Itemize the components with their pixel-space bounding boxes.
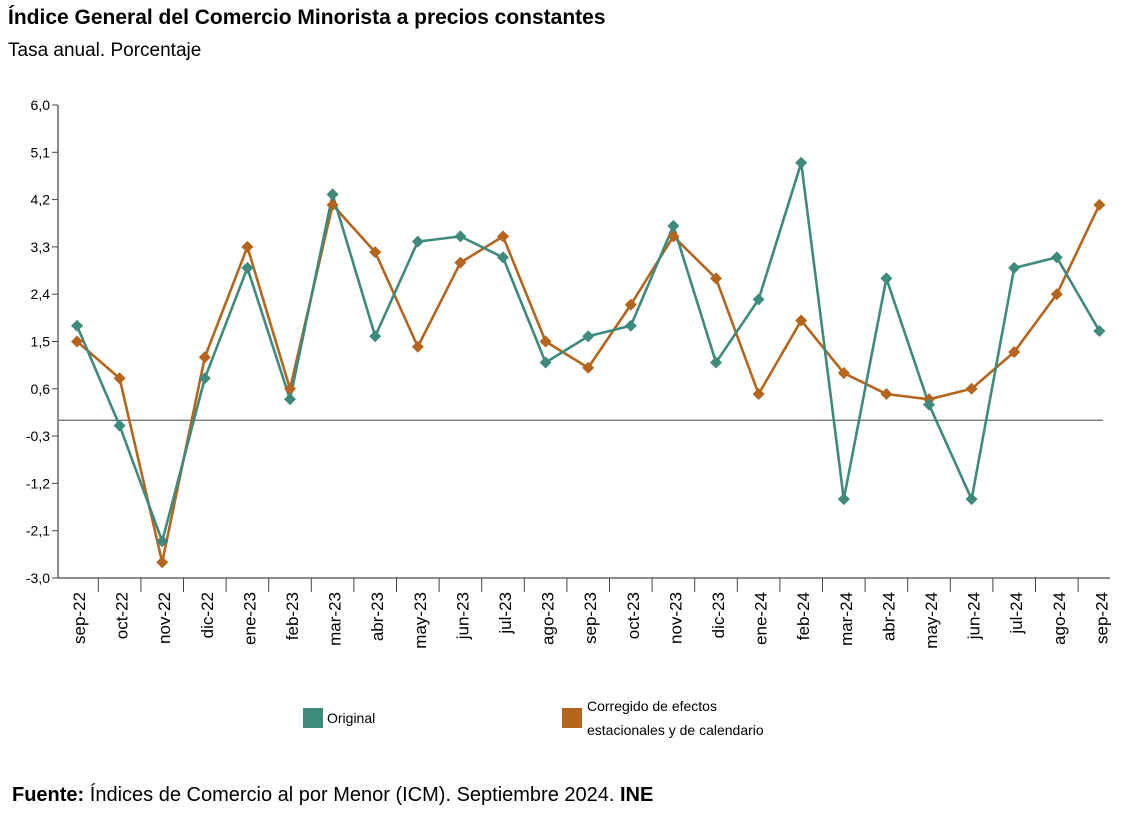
- data-point-original: [156, 535, 169, 548]
- x-tick-label: nov-23: [666, 592, 685, 644]
- data-point-corregido: [795, 314, 808, 327]
- x-tick-label: may-23: [411, 592, 430, 649]
- footer-source: Fuente: Índices de Comercio al por Menor…: [12, 784, 653, 807]
- data-point-original: [71, 319, 83, 332]
- data-point-corregido: [326, 198, 339, 211]
- data-point-original: [752, 293, 765, 306]
- y-tick-label: 3,3: [31, 239, 51, 255]
- data-point-corregido: [113, 372, 126, 385]
- data-point-original: [837, 493, 850, 506]
- data-point-corregido: [880, 388, 893, 401]
- x-tick-label: sep-22: [70, 592, 89, 644]
- data-point-corregido: [539, 335, 552, 348]
- data-point-corregido: [284, 382, 296, 395]
- x-tick-label: abr-24: [879, 592, 898, 641]
- data-point-original: [880, 272, 893, 285]
- y-tick-label: 2,4: [31, 286, 51, 302]
- y-tick-label: -3,0: [26, 570, 50, 586]
- data-point-corregido: [837, 367, 850, 380]
- data-point-corregido: [71, 335, 83, 348]
- x-tick-label: ene-24: [752, 592, 771, 645]
- chart-subtitle: Tasa anual. Porcentaje: [8, 40, 202, 61]
- x-tick-label: mar-23: [326, 592, 345, 646]
- data-point-original: [710, 356, 722, 369]
- x-tick-label: feb-23: [283, 592, 302, 640]
- y-tick-label: 6,0: [31, 97, 51, 113]
- data-point-original: [113, 419, 126, 432]
- legend-label-corregido-line1: Corregido de efectos: [587, 698, 717, 714]
- data-point-original: [326, 188, 339, 201]
- x-tick-label: ago-23: [539, 592, 558, 645]
- y-tick-label: 4,2: [31, 192, 51, 208]
- data-point-original: [1093, 324, 1106, 337]
- data-point-corregido: [241, 240, 254, 253]
- footer-text: Índices de Comercio al por Menor (ICM). …: [84, 784, 620, 806]
- x-tick-label: nov-22: [155, 592, 174, 644]
- x-tick-label: jul-24: [1007, 592, 1026, 635]
- x-tick-label: jun-24: [965, 592, 984, 640]
- data-point-corregido: [965, 382, 978, 395]
- x-tick-label: abr-23: [368, 592, 387, 641]
- x-tick-label: ago-24: [1050, 592, 1069, 645]
- data-point-original: [539, 356, 552, 369]
- data-point-corregido: [667, 230, 680, 243]
- data-point-corregido: [454, 256, 467, 269]
- legend-label-corregido-line2: estacionales y de calendario: [587, 722, 764, 738]
- legend-swatch-original: [303, 708, 323, 728]
- x-tick-label: jul-23: [496, 592, 515, 635]
- data-point-original: [923, 398, 935, 411]
- y-tick-label: -2,1: [26, 523, 50, 539]
- data-point-original: [795, 156, 808, 169]
- data-point-corregido: [156, 556, 169, 569]
- data-point-original: [198, 372, 211, 385]
- data-point-original: [454, 230, 467, 243]
- y-tick-label: 0,6: [31, 381, 51, 397]
- data-point-corregido: [1050, 288, 1063, 301]
- data-point-corregido: [1093, 198, 1106, 211]
- data-point-original: [284, 393, 296, 406]
- data-point-original: [1050, 251, 1063, 264]
- series-line-original: [75, 161, 1101, 543]
- footer-org: INE: [620, 784, 654, 806]
- data-point-original: [369, 330, 382, 343]
- x-tick-label: dic-23: [709, 592, 728, 638]
- x-tick-label: sep-23: [581, 592, 600, 644]
- data-point-corregido: [752, 388, 765, 401]
- data-point-original: [965, 493, 978, 506]
- x-tick-label: mar-24: [837, 592, 856, 646]
- y-tick-label: 5,1: [31, 144, 51, 160]
- y-tick-label: -0,3: [26, 428, 50, 444]
- data-point-corregido: [411, 340, 424, 353]
- footer-label: Fuente:: [12, 784, 85, 806]
- x-tick-label: dic-22: [198, 592, 217, 638]
- data-point-original: [667, 219, 680, 232]
- data-point-corregido: [198, 351, 211, 364]
- y-tick-label: -1,2: [26, 475, 50, 491]
- data-point-corregido: [369, 246, 382, 259]
- x-tick-label: oct-22: [113, 592, 132, 639]
- y-tick-label: 1,5: [31, 334, 51, 350]
- data-point-original: [241, 261, 254, 274]
- data-point-original: [1008, 261, 1021, 274]
- legend-label-original: Original: [327, 710, 375, 726]
- x-tick-label: feb-24: [794, 592, 813, 640]
- data-point-corregido: [624, 298, 637, 311]
- data-point-corregido: [710, 272, 722, 285]
- data-point-original: [624, 319, 637, 332]
- legend-swatch-corregido: [562, 708, 582, 728]
- chart-title: Índice General del Comercio Minorista a …: [8, 6, 606, 29]
- data-point-corregido: [582, 361, 595, 374]
- data-point-original: [582, 330, 595, 343]
- data-point-original: [411, 235, 424, 248]
- series-line-corregido: [76, 203, 1101, 564]
- data-point-original: [497, 251, 509, 264]
- x-tick-label: ene-23: [240, 592, 259, 645]
- x-tick-label: sep-24: [1092, 592, 1111, 644]
- x-tick-label: jun-23: [453, 592, 472, 640]
- x-tick-label: may-24: [922, 592, 941, 649]
- x-tick-label: oct-23: [624, 592, 643, 639]
- data-point-corregido: [497, 230, 509, 243]
- data-point-corregido: [1008, 346, 1021, 359]
